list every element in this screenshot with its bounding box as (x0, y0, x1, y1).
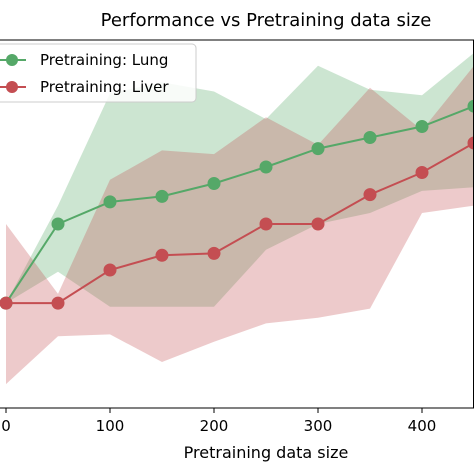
point-lung-250 (259, 160, 273, 174)
point-liver-250 (259, 217, 273, 231)
point-lung-450 (467, 99, 474, 113)
line-lung (5, 105, 474, 304)
series-points (0, 99, 474, 310)
confidence-bands (6, 52, 474, 385)
band-liver (6, 65, 474, 385)
x-tick-label-400: 400 (408, 417, 437, 435)
point-liver-150 (155, 248, 169, 262)
legend-box (0, 43, 197, 103)
legend-marker-lung (6, 54, 18, 66)
point-liver-0 (0, 296, 13, 310)
point-lung-150 (155, 189, 169, 203)
x-axis-ticks: 0 100 200 300 400 (1, 408, 436, 435)
point-lung-400 (415, 120, 429, 133)
point-liver-200 (207, 246, 221, 260)
legend-label-liver: Pretraining: Liver (40, 78, 169, 96)
point-lung-100 (103, 195, 117, 209)
point-liver-350 (363, 188, 377, 202)
x-tick-label-0: 0 (1, 417, 11, 435)
point-lung-300 (311, 142, 325, 156)
point-lung-50 (51, 217, 65, 231)
point-lung-200 (207, 177, 221, 190)
point-liver-300 (311, 217, 325, 231)
legend-marker-liver (6, 81, 18, 93)
point-lung-350 (363, 131, 377, 144)
point-liver-50 (51, 296, 65, 310)
band-lung (6, 52, 474, 307)
point-liver-450 (467, 136, 474, 150)
x-tick-label-300: 300 (304, 417, 333, 435)
line-liver (6, 142, 474, 305)
chart-title: Performance vs Pretraining data size (101, 10, 432, 31)
legend: Pretraining: Lung Pretraining: Liver (0, 43, 197, 103)
x-tick-label-200: 200 (200, 417, 229, 435)
x-axis-label: Pretraining data size (184, 443, 349, 462)
point-liver-100 (103, 263, 117, 277)
legend-label-lung: Pretraining: Lung (40, 51, 168, 69)
series-lines (5, 105, 474, 305)
point-liver-400 (415, 166, 429, 179)
x-tick-label-100: 100 (96, 417, 125, 435)
